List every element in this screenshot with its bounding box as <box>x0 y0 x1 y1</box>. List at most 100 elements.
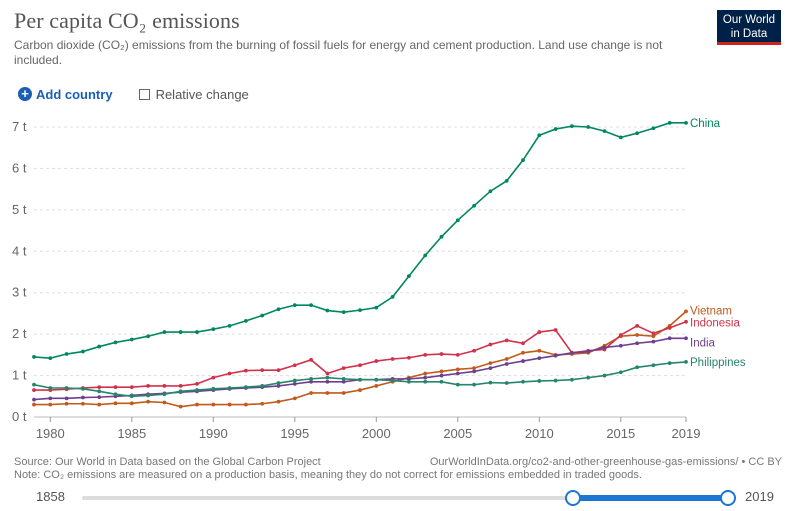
data-point <box>146 334 151 339</box>
data-point <box>113 340 118 345</box>
data-point <box>129 385 134 390</box>
data-point <box>292 363 297 368</box>
data-point <box>227 386 232 390</box>
timeline-selected-range[interactable] <box>572 495 728 501</box>
data-point <box>178 404 183 409</box>
data-point <box>227 371 232 376</box>
data-point <box>341 366 346 371</box>
data-point <box>358 308 362 313</box>
series-label: Vietnam <box>690 305 732 317</box>
data-point <box>292 396 297 401</box>
data-point <box>439 234 444 239</box>
data-point <box>667 120 672 125</box>
data-point <box>472 203 476 208</box>
chart-title: Per capita CO₂ emissions <box>14 8 240 33</box>
data-point <box>407 355 411 360</box>
timeline-end-label: 2019 <box>745 489 774 504</box>
data-point <box>113 401 118 406</box>
data-point <box>423 352 428 357</box>
add-country-button[interactable]: + Add country <box>18 87 113 102</box>
data-point <box>276 307 281 312</box>
data-point <box>276 368 281 373</box>
data-point <box>618 333 623 337</box>
data-point <box>423 371 428 376</box>
data-point <box>537 356 542 361</box>
data-point <box>244 318 248 323</box>
data-point <box>227 323 232 328</box>
data-point <box>553 328 558 332</box>
chart-subtitle: Carbon dioxide (CO₂) emissions from the … <box>14 38 663 67</box>
chart-footer: Source: Our World in Data based on the G… <box>14 456 782 482</box>
data-point <box>260 401 265 406</box>
data-point <box>358 363 362 368</box>
data-point <box>504 362 509 366</box>
data-point <box>504 357 509 361</box>
note-text: Note: CO₂ emissions are measured on a pr… <box>14 469 642 481</box>
data-point <box>113 392 118 397</box>
data-point <box>635 323 639 328</box>
data-point <box>227 402 232 407</box>
timeline-start-handle[interactable] <box>565 490 581 506</box>
data-point <box>244 385 248 390</box>
data-point <box>64 386 69 390</box>
timeline-end-handle[interactable] <box>720 490 736 506</box>
data-point <box>129 337 134 342</box>
timeline-track[interactable] <box>82 496 728 500</box>
data-point <box>374 359 379 363</box>
data-point <box>635 341 639 346</box>
timeline-slider[interactable]: 1858 2019 <box>0 486 792 510</box>
data-point <box>390 357 395 361</box>
logo-line-2: in Data <box>730 28 768 40</box>
data-point <box>309 376 313 381</box>
data-point <box>309 391 313 395</box>
data-point <box>341 391 346 395</box>
data-point <box>146 399 151 404</box>
data-point <box>129 401 134 406</box>
data-point <box>32 397 36 402</box>
data-point <box>244 402 248 407</box>
data-point <box>472 382 476 387</box>
x-tick-label: 2000 <box>362 426 391 441</box>
data-point <box>325 379 330 384</box>
data-point <box>570 377 574 382</box>
chart-controls: + Add country Relative change <box>18 85 249 103</box>
data-point <box>146 384 151 388</box>
data-point <box>407 376 411 381</box>
data-point <box>211 375 216 380</box>
data-point <box>439 379 444 384</box>
data-point <box>537 133 542 138</box>
data-point <box>48 396 53 401</box>
relative-change-toggle[interactable]: Relative change <box>138 87 249 102</box>
data-point <box>48 386 53 390</box>
data-point <box>325 375 330 380</box>
y-tick-label: 0 t <box>12 409 27 424</box>
data-point <box>667 361 672 366</box>
data-point <box>537 379 542 383</box>
data-point <box>325 371 330 376</box>
data-point <box>618 135 623 140</box>
data-point <box>358 388 362 392</box>
data-point <box>684 309 688 314</box>
data-point <box>211 327 216 332</box>
relative-change-checkbox[interactable] <box>138 88 150 100</box>
data-point <box>64 401 69 406</box>
data-point <box>195 402 199 407</box>
data-point <box>586 375 591 380</box>
series-label: China <box>690 118 721 130</box>
data-point <box>292 303 297 308</box>
data-point <box>309 379 313 384</box>
y-tick-label: 2 t <box>12 326 27 341</box>
data-point <box>390 294 395 299</box>
data-point <box>162 330 167 334</box>
owid-logo[interactable]: Our World in Data <box>717 10 781 45</box>
data-point <box>684 319 688 324</box>
source-url-link[interactable]: OurWorldInData.org/co2-and-other-greenho… <box>429 456 782 468</box>
data-point <box>276 384 281 388</box>
data-point <box>455 367 460 372</box>
y-tick-label: 1 t <box>12 368 27 383</box>
data-point <box>195 381 199 386</box>
data-point <box>455 352 460 357</box>
data-point <box>178 330 183 334</box>
y-tick-label: 4 t <box>12 243 27 258</box>
data-point <box>48 402 53 407</box>
